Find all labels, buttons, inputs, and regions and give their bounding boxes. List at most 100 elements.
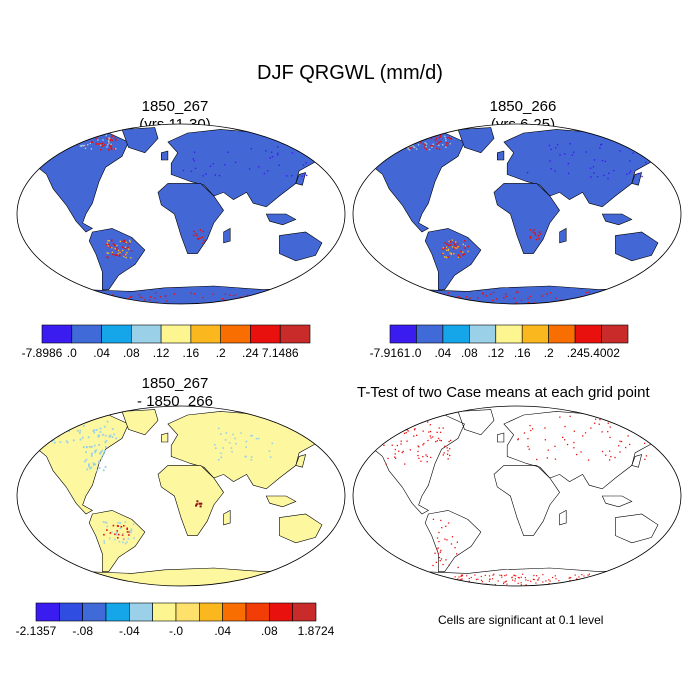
field-cell (520, 582, 522, 584)
field-cell (201, 236, 203, 239)
field-cell (51, 145, 53, 148)
landmass-greenland (121, 127, 159, 154)
field-cell (625, 584, 628, 586)
field-cell (429, 424, 431, 426)
field-cell (445, 144, 448, 147)
field-cell (223, 299, 225, 301)
field-cell (443, 452, 445, 454)
field-cell (112, 243, 115, 245)
field-cell (601, 450, 604, 453)
field-cell (503, 582, 505, 585)
field-cell (90, 466, 93, 469)
field-cell (99, 431, 102, 433)
field-cell (629, 443, 631, 446)
field-cell (102, 139, 104, 141)
field-cell (538, 237, 540, 240)
field-cell (115, 532, 118, 535)
field-cell (600, 143, 603, 145)
field-cell (374, 302, 377, 304)
field-cell (438, 556, 441, 559)
field-cell (401, 139, 404, 141)
field-cell (427, 439, 429, 442)
field-cell (90, 446, 93, 448)
field-cell (287, 300, 289, 303)
map-panel-bottom-left (16, 405, 346, 587)
field-cell (109, 532, 112, 534)
field-cell (437, 299, 440, 301)
field-cell (196, 500, 199, 503)
field-cell (651, 578, 653, 580)
field-cell (462, 251, 464, 253)
field-cell (394, 453, 396, 455)
field-cell (529, 295, 531, 297)
field-cell (98, 434, 101, 437)
field-cell (456, 553, 458, 555)
field-cell (644, 574, 646, 576)
field-cell (103, 425, 106, 428)
field-cell (51, 440, 54, 442)
field-cell (608, 172, 610, 175)
field-cell (589, 582, 591, 584)
field-cell (88, 445, 91, 448)
panel-title-line1: 1850_266 (489, 98, 557, 115)
field-cell (65, 296, 67, 299)
field-cell (448, 136, 451, 139)
field-cell (400, 440, 402, 442)
field-cell (647, 303, 649, 304)
landmass-samerica (88, 228, 146, 290)
colorbar-swatch (35, 602, 60, 622)
landmass-antarctica (353, 567, 681, 586)
field-cell (392, 147, 394, 150)
field-cell (79, 145, 82, 147)
field-cell (218, 174, 221, 177)
landmass-australia (279, 231, 323, 262)
field-cell (80, 145, 82, 147)
landmass-antarctica (353, 285, 681, 304)
landmass-seasia (601, 213, 633, 226)
field-cell (465, 585, 467, 586)
field-cell (655, 578, 657, 580)
field-cell (406, 292, 408, 294)
field-cell (196, 238, 199, 240)
field-cell (643, 580, 645, 583)
field-cell (291, 152, 294, 154)
field-cell (404, 141, 407, 144)
field-cell (601, 585, 604, 586)
field-cell (607, 583, 609, 585)
field-cell (534, 233, 537, 236)
field-cell (98, 461, 100, 464)
field-cell (405, 141, 408, 143)
field-cell (611, 579, 613, 582)
field-cell (574, 574, 576, 576)
field-cell (105, 243, 108, 245)
field-cell (454, 247, 456, 249)
field-cell (51, 434, 54, 437)
field-cell (310, 154, 312, 157)
field-cell (448, 440, 450, 443)
field-cell (637, 585, 639, 586)
field-cell (107, 240, 109, 242)
field-cell (390, 147, 392, 150)
field-cell (282, 297, 284, 299)
field-cell (398, 422, 400, 424)
field-cell (567, 162, 569, 165)
field-cell (586, 585, 588, 586)
field-cell (106, 242, 108, 244)
field-cell (88, 465, 90, 468)
field-cell (453, 248, 455, 250)
field-cell (101, 145, 104, 147)
field-cell (429, 435, 431, 437)
field-cell (505, 580, 507, 582)
colorbar-swatch (416, 324, 444, 344)
field-cell (430, 437, 432, 439)
field-cell (112, 524, 115, 527)
field-cell (227, 151, 229, 153)
landmass-africa (157, 183, 224, 254)
field-cell (583, 575, 585, 577)
field-cell (469, 297, 471, 299)
field-cell (632, 583, 634, 585)
field-cell (116, 525, 119, 527)
field-cell (283, 303, 285, 304)
field-cell (69, 143, 72, 146)
field-cell (612, 303, 615, 304)
